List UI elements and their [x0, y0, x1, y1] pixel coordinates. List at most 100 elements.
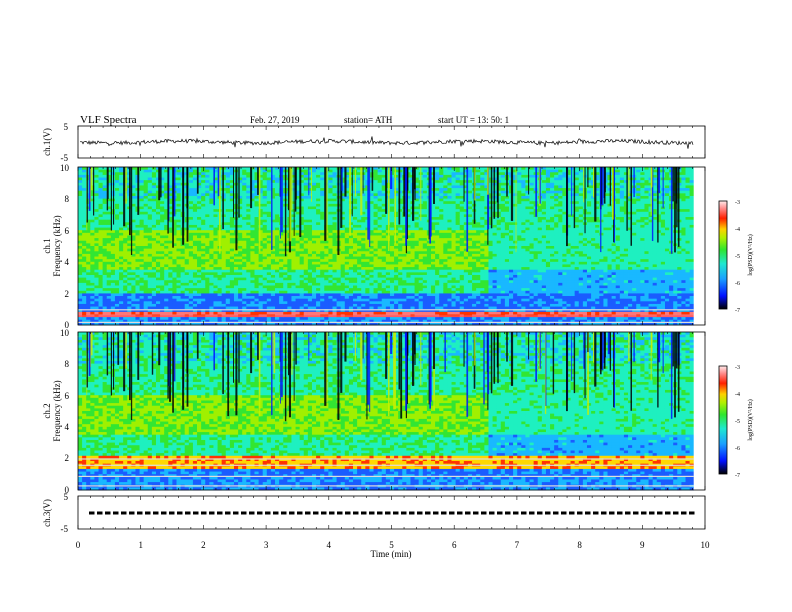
spectrogram-cell: [238, 282, 243, 286]
spectrogram-cell: [402, 259, 407, 263]
spectrogram-cell: [250, 296, 255, 300]
spectrogram-cell: [258, 317, 264, 321]
spectrogram-cell: [168, 190, 173, 194]
spectrogram-cell: [369, 201, 374, 205]
spectrogram-cell: [114, 230, 120, 234]
spectrogram-cell: [340, 296, 346, 300]
spectrogram-cell: [98, 211, 104, 215]
spectrogram-cell: [209, 180, 214, 184]
spectrogram-cell: [98, 203, 104, 207]
spectrogram-cell: [340, 322, 346, 326]
spectrogram-cell: [406, 177, 411, 181]
spectrogram-cell: [147, 182, 153, 186]
spectrogram-cell: [205, 201, 210, 205]
spectrogram-cell: [406, 185, 411, 189]
spectrogram-cell: [291, 248, 296, 252]
spectrogram-cell: [151, 259, 157, 263]
spectrogram-cell: [90, 222, 95, 226]
spectrogram-cell: [135, 309, 140, 313]
spectrogram-cell: [361, 211, 366, 215]
spectrogram-cell: [78, 290, 83, 294]
spectrogram-cell: [406, 267, 411, 271]
spectrogram-cell: [250, 201, 255, 205]
spectrogram-cell: [266, 272, 272, 276]
spectrogram-cell: [250, 217, 255, 221]
spectrogram-cell: [389, 224, 395, 228]
spectrogram-cell: [262, 222, 268, 226]
spectrogram-cell: [385, 319, 391, 323]
spectrogram-cell: [106, 224, 112, 228]
spectrogram-cell: [197, 317, 202, 321]
spectrogram-cell: [123, 319, 128, 323]
spectrogram-cell: [147, 256, 153, 260]
spectrogram-cell: [164, 277, 169, 281]
spectrogram-cell: [361, 246, 366, 250]
spectrogram-cell: [365, 251, 370, 255]
spectrogram-cell: [229, 206, 235, 210]
spectrogram-cell: [110, 224, 116, 228]
spectrogram-cell: [147, 227, 153, 231]
spectrogram-cell: [279, 238, 284, 242]
spectrogram-cell: [373, 264, 379, 268]
spectrogram-cell: [229, 259, 235, 263]
spectrogram-cell: [155, 214, 161, 218]
spectrogram-cell: [270, 311, 276, 315]
spectrogram-cell: [114, 235, 120, 239]
spectrogram-cell: [176, 201, 182, 205]
spectrogram-cell: [270, 288, 276, 292]
spectrogram-cell: [238, 293, 243, 297]
spectrogram-cell: [340, 188, 346, 192]
spectrogram-cell: [291, 261, 296, 265]
spectrogram-cell: [365, 272, 370, 276]
spectrogram-cell: [86, 293, 91, 297]
spectrogram-cell: [229, 214, 235, 218]
spectrogram-cell: [369, 303, 374, 307]
spectrogram-cell: [127, 261, 132, 265]
spectrogram-cell: [225, 222, 231, 226]
spectrogram-cell: [295, 311, 301, 315]
spectrogram-cell: [385, 282, 391, 286]
spectrogram-cell: [131, 167, 136, 171]
spectrogram-cell: [147, 319, 153, 323]
spectrogram-cell: [213, 285, 218, 289]
spectrogram-cell: [221, 264, 227, 268]
spectrogram-cell: [197, 224, 202, 228]
spectrogram-cell: [295, 211, 301, 215]
spectrogram-cell: [377, 290, 383, 294]
spectrogram-cell: [90, 190, 95, 194]
spectrogram-cell: [340, 235, 346, 239]
spectrogram-cell: [389, 311, 395, 315]
spectrogram-cell: [238, 288, 243, 292]
spectrogram-cell: [394, 243, 399, 247]
spectrogram-cell: [98, 306, 104, 310]
spectrogram-cell: [238, 274, 243, 278]
spectrogram-cell: [78, 193, 83, 197]
spectrogram-cell: [320, 201, 325, 205]
spectrogram-cell: [299, 248, 305, 252]
spectrogram-cell: [143, 232, 149, 236]
spectrogram-cell: [197, 280, 202, 284]
spectrogram-cell: [114, 211, 120, 215]
spectrogram-cell: [291, 296, 296, 300]
spectrogram-cell: [164, 182, 169, 186]
spectrogram-cell: [242, 185, 247, 189]
spectrogram-cell: [279, 280, 284, 284]
spectrogram-cell: [139, 303, 145, 307]
spectrogram-cell: [373, 172, 379, 176]
spectrogram-cell: [398, 188, 403, 192]
spectrogram-cell: [369, 222, 374, 226]
spectrogram-cell: [151, 214, 157, 218]
spectrogram-cell: [254, 174, 259, 178]
spectrogram-cell: [201, 193, 206, 197]
spectrogram-cell: [398, 285, 403, 289]
spectrogram-cell: [262, 172, 268, 176]
spectrogram-cell: [369, 298, 374, 302]
spectrogram-cell: [340, 267, 346, 271]
spectrogram-cell: [279, 322, 284, 326]
spectrogram-cell: [168, 222, 173, 226]
spectrogram-cell: [303, 269, 309, 273]
spectrogram-cell: [164, 222, 169, 226]
spectrogram-cell: [143, 182, 149, 186]
spectrogram-cell: [143, 185, 149, 189]
spectrogram-cell: [188, 303, 194, 307]
